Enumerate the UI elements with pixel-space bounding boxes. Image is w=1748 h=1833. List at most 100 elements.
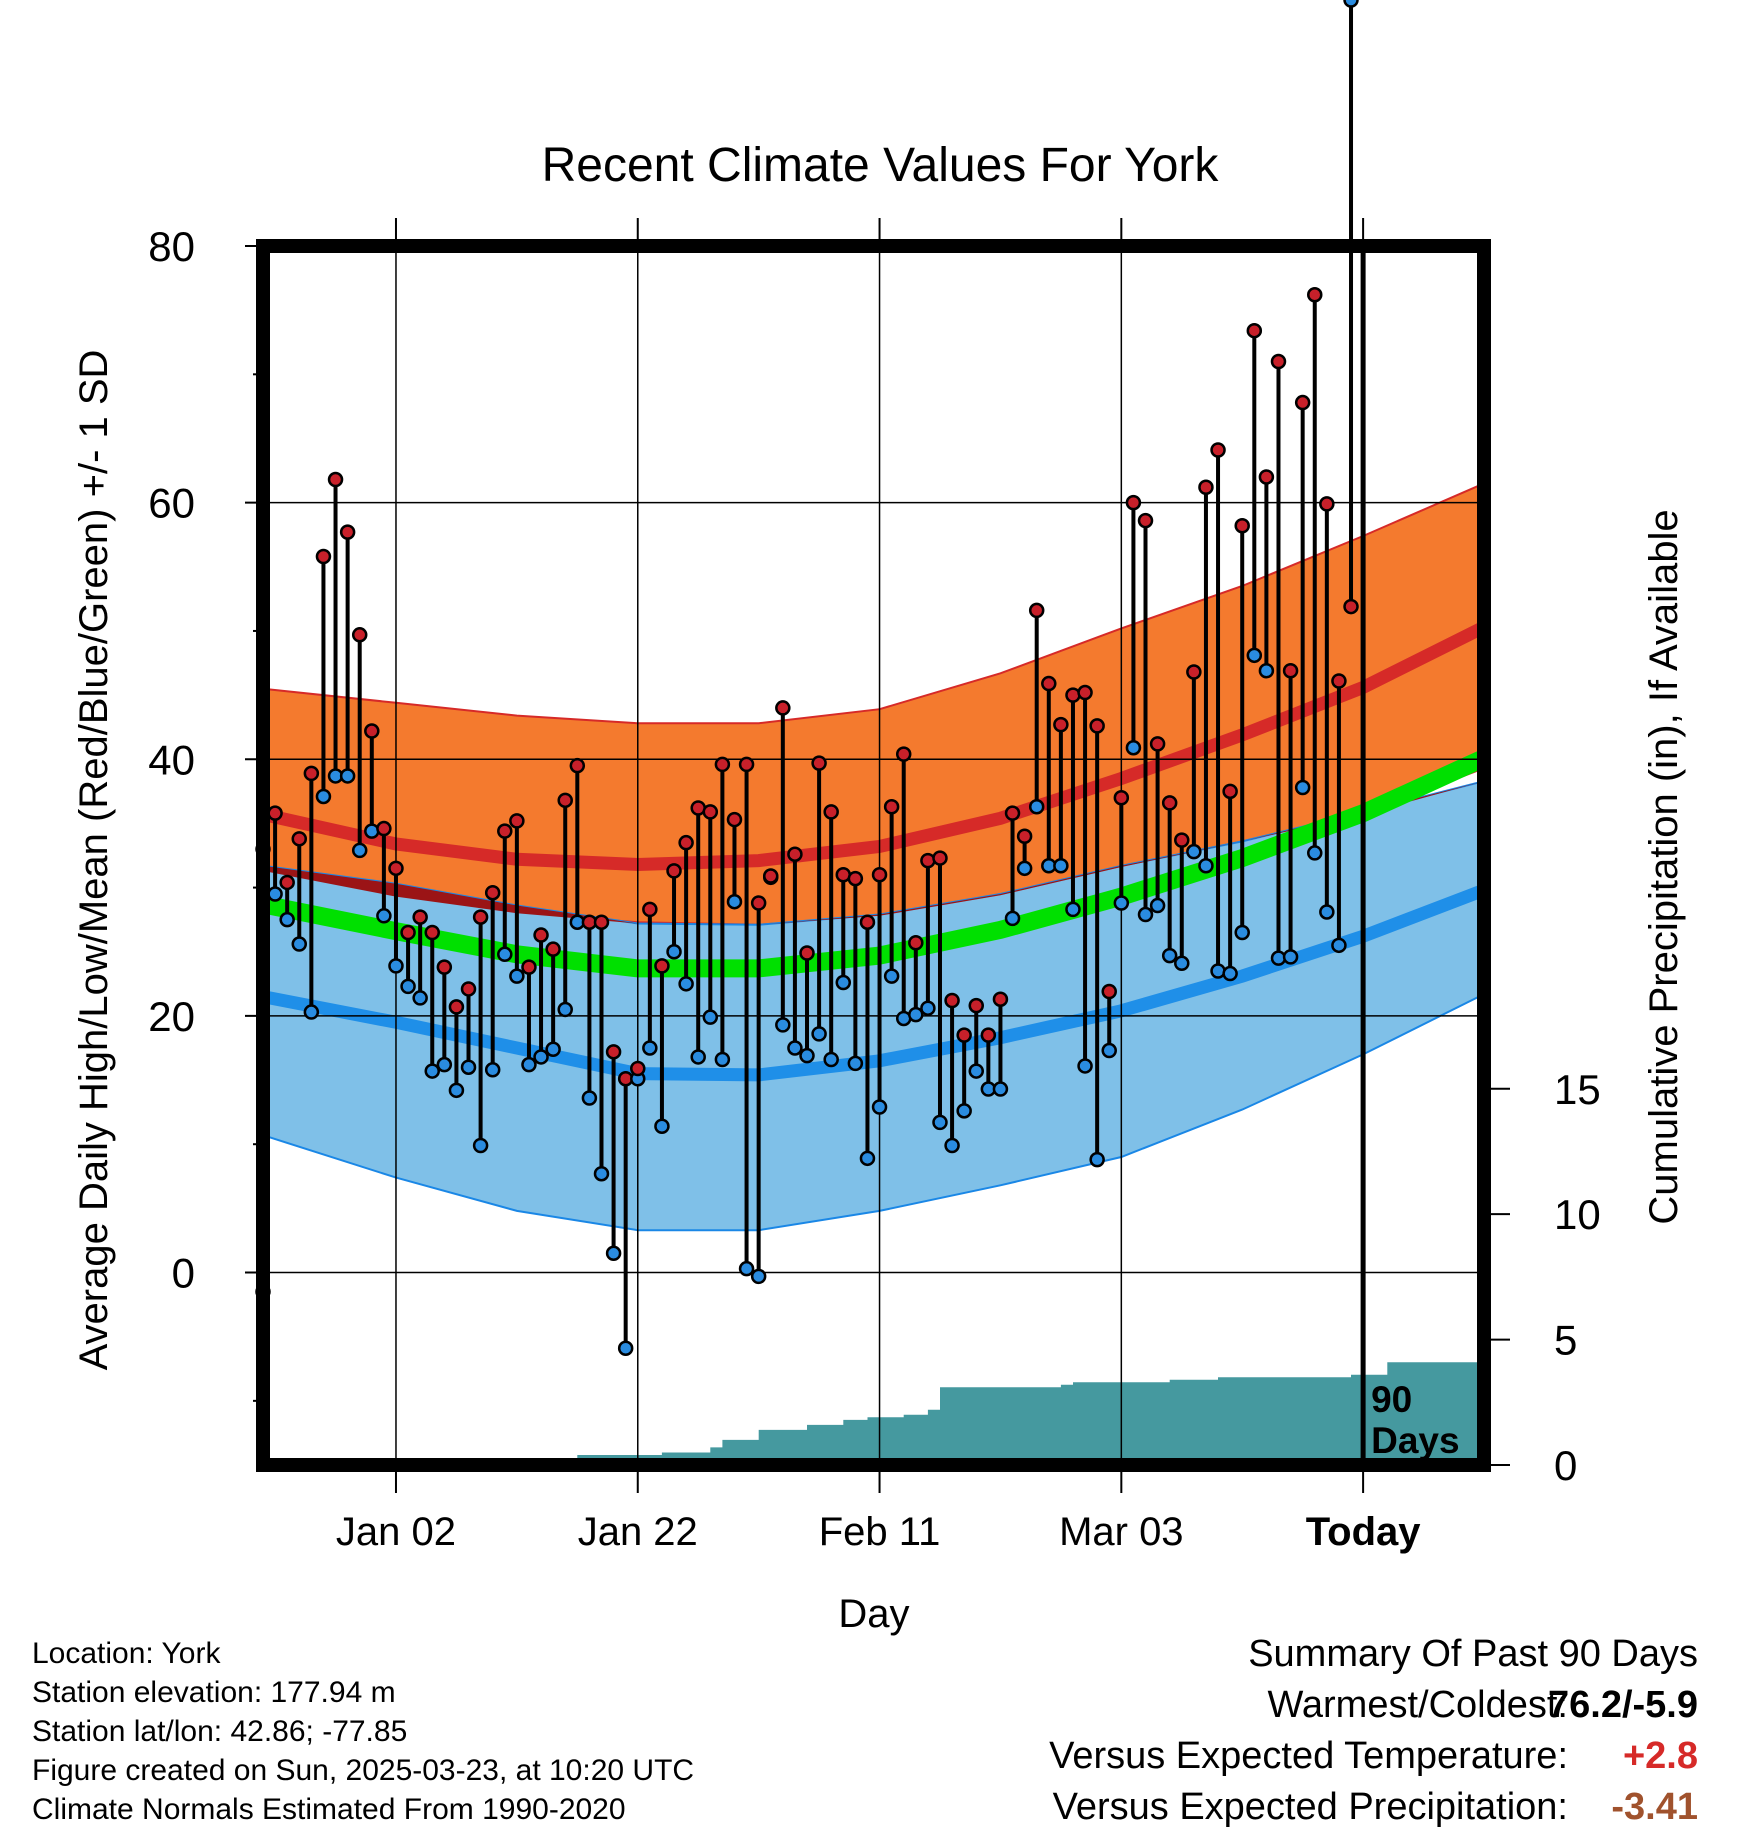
high-point [823, 804, 839, 820]
high-point [1294, 394, 1311, 411]
high-point [364, 723, 380, 739]
high-point [1282, 662, 1299, 679]
low-point [400, 978, 416, 995]
high-point [412, 909, 428, 925]
low-point [315, 788, 332, 805]
low-point [642, 1040, 658, 1056]
high-point [1174, 832, 1190, 848]
low-point [726, 893, 743, 910]
high-point [497, 823, 513, 839]
low-point [1149, 897, 1166, 914]
high-point [726, 811, 743, 828]
high-point [775, 700, 791, 716]
high-point [1016, 828, 1033, 845]
low-point [521, 1056, 537, 1073]
high-point [1234, 517, 1250, 534]
low-point [1331, 937, 1347, 954]
y2-tick-label: 0 [1554, 1442, 1577, 1489]
high-point [376, 820, 392, 837]
low-point [1307, 845, 1323, 861]
low-point [1294, 779, 1311, 796]
low-point [714, 1051, 731, 1068]
high-point [267, 805, 283, 821]
low-point [1028, 798, 1045, 815]
low-point [1234, 924, 1250, 941]
low-point [1113, 895, 1130, 911]
x-tick-label: Today [1306, 1510, 1422, 1554]
high-point [460, 981, 477, 997]
low-point [460, 1059, 477, 1075]
high-point [1319, 496, 1335, 512]
low-point [1282, 949, 1299, 965]
low-point [388, 958, 404, 974]
high-point [932, 850, 948, 866]
high-point [351, 627, 368, 643]
low-point [787, 1040, 803, 1056]
axes: 0 20 40 60 80 Jan 02 Jan 22 Feb 11 Mar 03 Today 0 5… [148, 218, 1601, 1554]
low-point [1101, 1042, 1117, 1059]
high-point [303, 765, 320, 782]
y2-tick-label: 10 [1554, 1191, 1601, 1238]
high-point [557, 792, 573, 809]
low-point [968, 1063, 985, 1079]
low-point [823, 1051, 839, 1068]
high-point [1307, 287, 1323, 303]
high-point [1186, 664, 1202, 680]
x-tick-label: Feb 11 [819, 1510, 941, 1554]
high-point [1331, 673, 1347, 689]
low-point [1222, 965, 1238, 982]
high-point [1089, 718, 1105, 734]
low-point [605, 1245, 622, 1262]
low-point [351, 842, 368, 859]
low-point [811, 1026, 827, 1042]
low-point [1174, 955, 1190, 972]
temp-anomaly-label: Versus Expected Temperature: [1049, 1735, 1568, 1777]
low-point [883, 968, 900, 984]
low-point [1161, 947, 1178, 964]
low-point [1186, 843, 1202, 860]
high-point [327, 471, 344, 488]
x-tick-label: Mar 03 [1059, 1510, 1184, 1554]
high-point [1246, 322, 1263, 339]
high-point [642, 901, 658, 918]
precip-anomaly-value: -3.41 [1611, 1786, 1698, 1828]
low-point [835, 974, 852, 991]
high-point [944, 992, 960, 1009]
high-point [956, 1027, 972, 1043]
temp-anomaly-value: +2.8 [1622, 1735, 1698, 1777]
low-point [497, 946, 513, 963]
low-point [279, 911, 295, 928]
low-point [339, 768, 356, 784]
low-point [1343, 0, 1359, 8]
high-point [436, 959, 453, 975]
low-point [364, 823, 380, 839]
high-point [424, 924, 440, 941]
low-point [1004, 910, 1021, 927]
high-point [871, 866, 888, 883]
high-point [388, 860, 404, 877]
x-tick-label: Jan 02 [336, 1510, 456, 1554]
high-point [339, 524, 356, 540]
low-point [666, 943, 682, 960]
high-point [1065, 687, 1081, 703]
observations [255, 0, 1359, 1356]
high-point [448, 999, 465, 1015]
y-axis-title: Average Daily High/Low/Mean (Red/Blue/Gr… [72, 350, 116, 1371]
elevation-text: Station elevation: 177.94 m [32, 1676, 396, 1709]
high-point [279, 874, 295, 891]
high-point [315, 548, 332, 565]
low-point [424, 1063, 440, 1079]
low-point [1258, 662, 1275, 679]
high-point [811, 755, 827, 771]
high-point [859, 914, 876, 930]
chart-title: Recent Climate Values For York [542, 139, 1220, 192]
high-point [799, 945, 815, 961]
low-point [1016, 860, 1033, 877]
low-point [932, 1114, 948, 1131]
y2-tick-label: 15 [1554, 1066, 1601, 1113]
low-point [1065, 901, 1081, 918]
low-point [617, 1340, 634, 1356]
low-point [702, 1009, 719, 1025]
precip-anomaly-label: Versus Expected Precipitation: [1052, 1786, 1568, 1828]
low-point [871, 1099, 888, 1115]
